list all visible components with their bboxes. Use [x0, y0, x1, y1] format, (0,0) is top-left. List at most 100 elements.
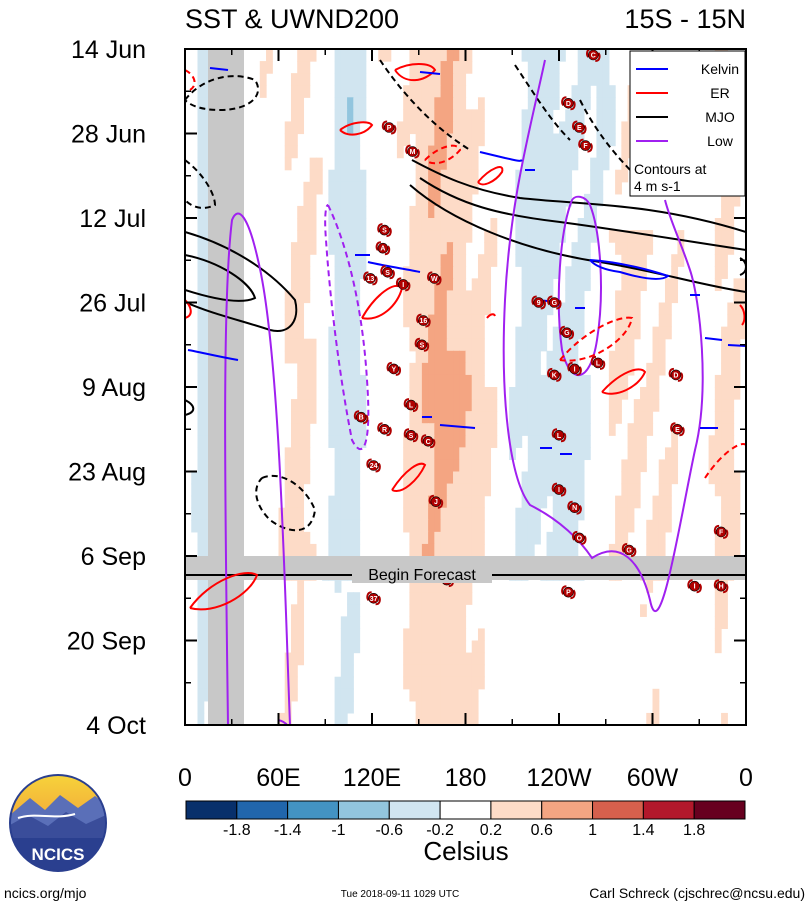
sst-cell	[203, 616, 211, 630]
sst-cell	[565, 302, 573, 316]
sst-cell	[534, 459, 541, 473]
sst-cell	[471, 302, 479, 316]
sst-cell	[290, 483, 298, 497]
sst-cell	[440, 49, 448, 62]
sst-cell	[459, 423, 467, 436]
sst-cell	[415, 302, 423, 316]
sst-cell	[421, 592, 429, 605]
sst-cell	[708, 459, 716, 473]
sst-cell	[565, 507, 573, 521]
sst-cell	[671, 435, 679, 448]
sst-cell	[415, 242, 423, 255]
sst-cell	[608, 230, 616, 243]
storm-label: 9	[537, 300, 541, 307]
sst-cell	[615, 507, 622, 521]
sst-cell	[459, 411, 467, 424]
sst-cell	[197, 314, 205, 328]
sst-cell	[471, 519, 479, 533]
sst-cell	[340, 338, 348, 352]
sst-cell	[465, 435, 473, 448]
sst-cell	[359, 266, 367, 279]
sst-cell	[409, 61, 417, 74]
sst-cell	[197, 676, 205, 690]
sst-cell	[347, 254, 354, 267]
storm-marker: G	[621, 543, 637, 557]
sst-cell	[340, 399, 348, 412]
sst-cell	[309, 205, 317, 219]
sst-cell	[409, 338, 417, 352]
sst-cell	[334, 435, 342, 448]
sst-cell	[477, 531, 485, 545]
sst-cell	[465, 230, 473, 243]
sst-cell	[453, 411, 460, 424]
sst-cell	[534, 133, 541, 147]
sst-cell	[459, 435, 467, 448]
sst-cell	[434, 314, 442, 328]
sst-cell	[359, 109, 367, 123]
sst-cell	[727, 205, 735, 219]
sst-cell	[203, 133, 211, 147]
sst-cell	[646, 242, 654, 255]
sst-cell	[527, 362, 535, 376]
sst-cell	[459, 302, 467, 316]
sst-cell	[559, 181, 566, 195]
sst-cell	[671, 447, 679, 461]
sst-cell	[415, 97, 423, 110]
storm-marker: D	[561, 96, 576, 111]
sst-cell	[577, 471, 585, 485]
sst-cell	[552, 49, 560, 62]
sst-cell	[534, 109, 541, 123]
sst-cell	[334, 121, 342, 135]
sst-cell	[733, 495, 741, 509]
sst-cell	[453, 266, 460, 279]
sst-cell	[440, 121, 448, 135]
sst-cell	[421, 242, 429, 255]
sst-cell	[259, 73, 267, 86]
sst-cell	[353, 628, 361, 642]
sst-cell	[203, 507, 211, 521]
sst-cell	[477, 109, 485, 123]
sst-cell	[334, 61, 342, 74]
sst-cell	[353, 519, 361, 533]
sst-cell	[459, 399, 467, 412]
sst-cell	[328, 519, 336, 533]
sst-cell	[521, 314, 529, 328]
sst-cell	[428, 278, 435, 292]
sst-cell	[446, 49, 454, 62]
sst-cell	[415, 350, 423, 364]
sst-cell	[459, 483, 467, 497]
storm-marker: 16	[416, 313, 431, 328]
sst-cell	[434, 362, 442, 376]
sst-cell	[197, 580, 205, 593]
sst-cell	[303, 411, 311, 424]
sst-cell	[621, 169, 629, 183]
sst-cell	[546, 121, 554, 135]
sst-cell	[515, 362, 523, 376]
sst-cell	[428, 531, 435, 545]
sst-cell	[415, 121, 423, 135]
sst-cell	[446, 628, 454, 642]
sst-cell	[446, 423, 454, 436]
sst-cell	[197, 483, 205, 497]
sst-cell	[459, 218, 467, 231]
storm-marker: I	[551, 482, 567, 497]
sst-cell	[446, 73, 454, 86]
sst-cell	[428, 423, 435, 436]
sst-cell	[559, 169, 566, 183]
sst-cell	[459, 350, 467, 364]
sst-cell	[521, 423, 529, 436]
sst-cell	[290, 471, 298, 485]
sst-cell	[203, 592, 211, 605]
sst-cell	[733, 326, 741, 340]
sst-cell	[409, 242, 417, 255]
sst-cell	[590, 169, 597, 183]
sst-cell	[739, 314, 746, 328]
sst-cell	[471, 338, 479, 352]
sst-cell	[552, 362, 560, 376]
sst-cell	[297, 97, 305, 110]
sst-cell	[453, 688, 460, 702]
sst-cell	[297, 604, 305, 617]
sst-cell	[471, 399, 479, 412]
sst-cell	[340, 109, 348, 123]
